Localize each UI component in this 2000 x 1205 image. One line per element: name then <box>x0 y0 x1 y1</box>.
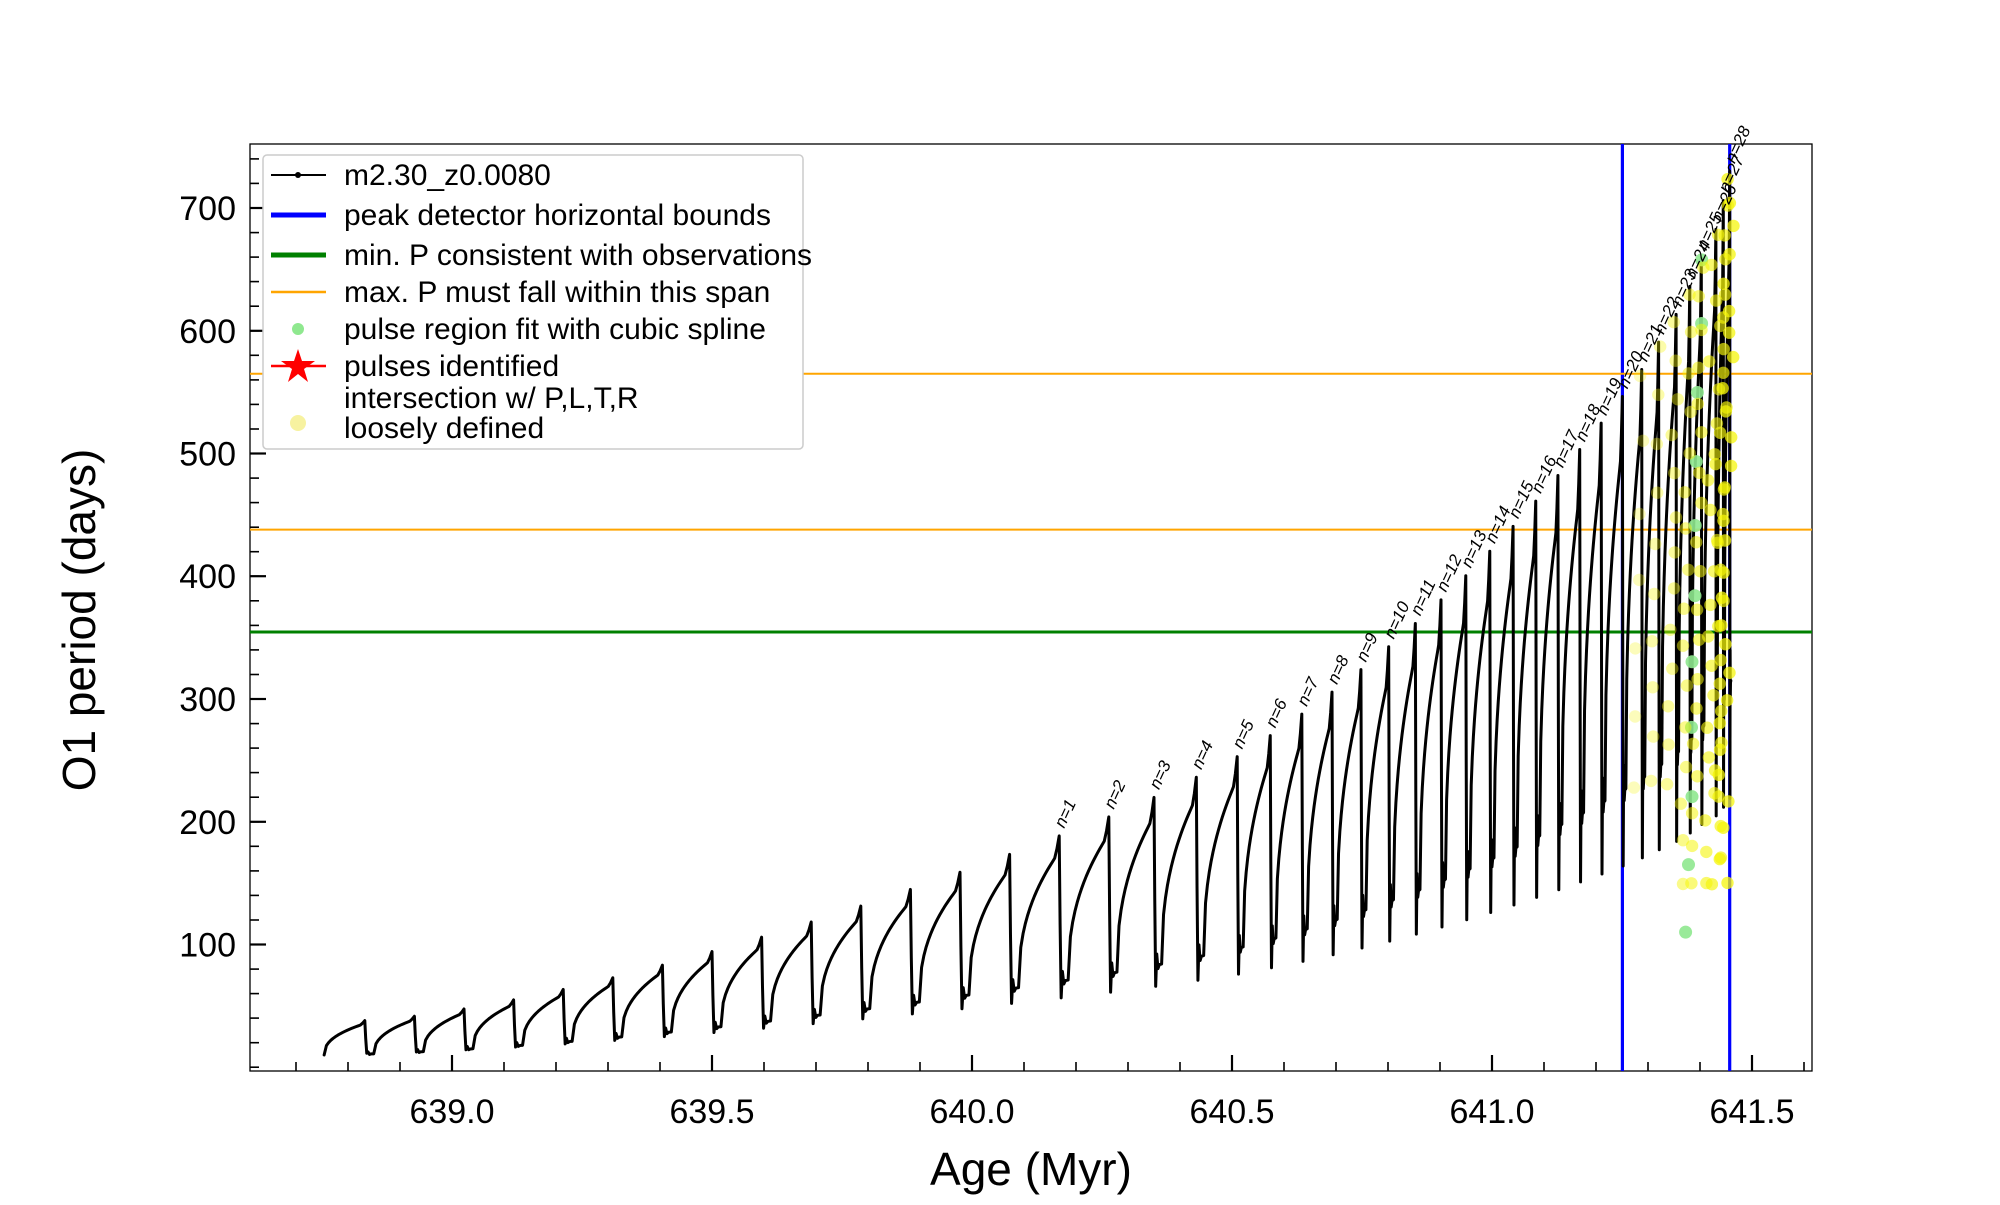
svg-text:n=8: n=8 <box>1323 652 1353 687</box>
svg-text:max. P must fall within this s: max. P must fall within this span <box>344 276 770 309</box>
svg-text:100: 100 <box>179 927 236 965</box>
svg-text:500: 500 <box>179 436 236 474</box>
svg-text:n=7: n=7 <box>1293 674 1323 709</box>
svg-text:640.5: 640.5 <box>1189 1093 1274 1131</box>
svg-text:700: 700 <box>179 190 236 228</box>
svg-text:pulses identified: pulses identified <box>344 350 559 383</box>
svg-text:min. P consistent with observa: min. P consistent with observations <box>344 239 812 272</box>
svg-text:641.5: 641.5 <box>1709 1093 1794 1131</box>
svg-text:pulse region fit with cubic sp: pulse region fit with cubic spline <box>344 313 766 346</box>
svg-text:n=1: n=1 <box>1051 796 1080 830</box>
svg-text:n=9: n=9 <box>1352 630 1382 665</box>
svg-text:n=4: n=4 <box>1188 738 1217 772</box>
svg-text:n=3: n=3 <box>1145 757 1175 792</box>
svg-text:intersection w/ P,L,T,R: intersection w/ P,L,T,R <box>344 382 639 415</box>
svg-text:641.0: 641.0 <box>1449 1093 1534 1131</box>
svg-text:639.5: 639.5 <box>669 1093 754 1131</box>
svg-text:n=2: n=2 <box>1100 777 1130 812</box>
svg-text:600: 600 <box>179 313 236 351</box>
svg-text:loosely defined: loosely defined <box>344 412 544 445</box>
svg-text:n=5: n=5 <box>1229 717 1259 752</box>
svg-text:m2.30_z0.0080: m2.30_z0.0080 <box>344 159 551 192</box>
svg-text:400: 400 <box>179 558 236 596</box>
svg-text:640.0: 640.0 <box>929 1093 1014 1131</box>
svg-text:O1 period (days): O1 period (days) <box>53 449 105 792</box>
svg-text:Age (Myr): Age (Myr) <box>930 1143 1132 1195</box>
svg-text:200: 200 <box>179 804 236 842</box>
svg-text:n=6: n=6 <box>1262 696 1292 731</box>
svg-text:639.0: 639.0 <box>409 1093 494 1131</box>
svg-text:300: 300 <box>179 681 236 719</box>
svg-text:peak detector horizontal bound: peak detector horizontal bounds <box>344 199 771 232</box>
